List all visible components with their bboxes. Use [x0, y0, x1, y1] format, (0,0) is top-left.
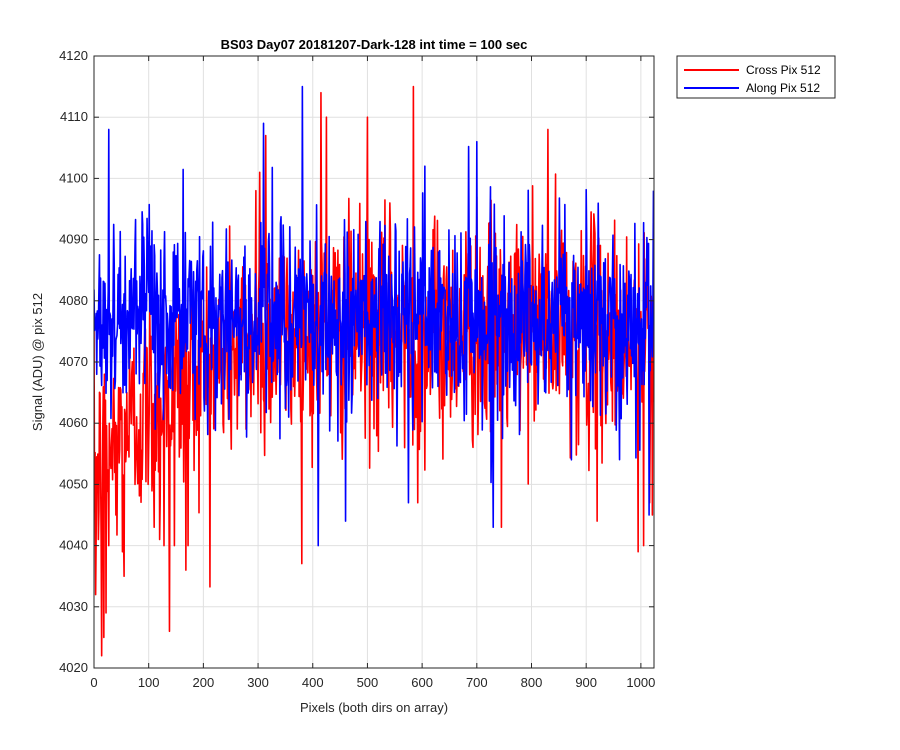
x-tick-label: 400: [302, 675, 324, 690]
x-tick-label: 1000: [626, 675, 655, 690]
chart-title: BS03 Day07 20181207-Dark-128 int time = …: [221, 37, 528, 52]
x-tick-label: 800: [521, 675, 543, 690]
series-line-along-pix-512: [94, 85, 654, 547]
y-tick-label: 4040: [59, 538, 88, 553]
ticks: [93, 55, 654, 669]
y-tick-label: 4100: [59, 170, 88, 185]
y-tick-label: 4110: [60, 109, 88, 124]
y-tick-label: 4030: [59, 599, 88, 614]
legend-box: [676, 55, 836, 99]
y-tick-label: 4090: [59, 232, 88, 247]
x-tick-label: 200: [193, 675, 215, 690]
x-tick-label: 500: [357, 675, 379, 690]
plot-area: 0 100 200 300 400 500 600 700 800 900 1000 4020 4030…: [59, 48, 655, 690]
x-tick-label: 0: [90, 675, 97, 690]
y-axis-label: Signal (ADU) @ pix 512: [30, 293, 45, 431]
legend-label-along: Along Pix 512: [746, 81, 820, 95]
legend: Cross Pix 512 Along Pix 512: [676, 55, 836, 99]
y-tick-label: 4080: [59, 293, 88, 308]
tick-labels: 0 100 200 300 400 500 600 700 800 900 1000 4020 4030…: [59, 48, 655, 690]
series-layer: [94, 85, 654, 657]
y-tick-label: 4060: [59, 415, 88, 430]
y-tick-label: 4050: [59, 476, 88, 491]
x-tick-label: 700: [466, 675, 488, 690]
y-tick-label: 4020: [59, 660, 88, 675]
y-tick-label: 4070: [59, 354, 88, 369]
legend-label-cross: Cross Pix 512: [746, 63, 821, 77]
y-tick-label: 4120: [59, 48, 88, 63]
x-tick-label: 300: [247, 675, 269, 690]
x-tick-label: 600: [411, 675, 433, 690]
x-tick-label: 100: [138, 675, 160, 690]
x-tick-label: 900: [575, 675, 597, 690]
x-axis-label: Pixels (both dirs on array): [300, 700, 448, 715]
series-line-cross-pix-512: [94, 85, 654, 657]
